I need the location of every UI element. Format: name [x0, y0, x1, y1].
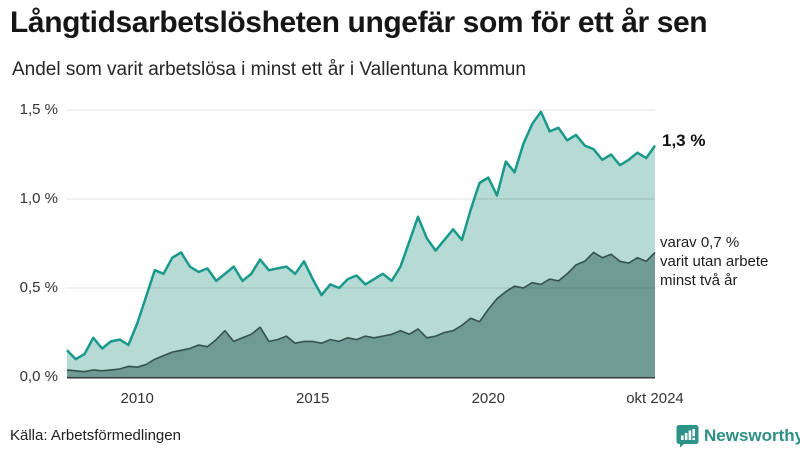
source-note: Källa: Arbetsförmedlingen — [10, 427, 181, 444]
x-tick-label: 2015 — [296, 390, 330, 407]
series-end-value-label: 1,3 % — [662, 130, 706, 150]
y-tick-label: 0,0 % — [19, 368, 58, 385]
series-1-area — [67, 252, 655, 377]
y-tick-label: 0,5 % — [19, 279, 58, 296]
y-tick-label: 1,5 % — [19, 101, 58, 118]
subset-annotation-line: minst två år — [660, 272, 738, 290]
subset-annotation-line: varit utan arbete — [660, 253, 769, 271]
subset-annotation-line: varav 0,7 % — [660, 234, 740, 252]
series-1-line — [66, 251, 656, 373]
newsworthy-wordmark: Newsworthy — [704, 426, 800, 445]
page-title: Långtidsarbetslösheten ungefär som för e… — [10, 6, 708, 39]
newsworthy-icon — [676, 425, 699, 448]
x-tick-label: 2010 — [120, 390, 154, 407]
subset-annotation: varav 0,7 % varit utan arbete minst två … — [660, 233, 768, 290]
x-tick-label: 2020 — [471, 390, 505, 407]
y-tick-label: 1,0 % — [19, 190, 58, 207]
page-subtitle: Andel som varit arbetslösa i minst ett å… — [12, 59, 526, 80]
x-tick-label: okt 2024 — [626, 390, 684, 407]
series-0-line — [66, 110, 657, 361]
newsworthy-logo: Newsworthy — [676, 424, 800, 448]
